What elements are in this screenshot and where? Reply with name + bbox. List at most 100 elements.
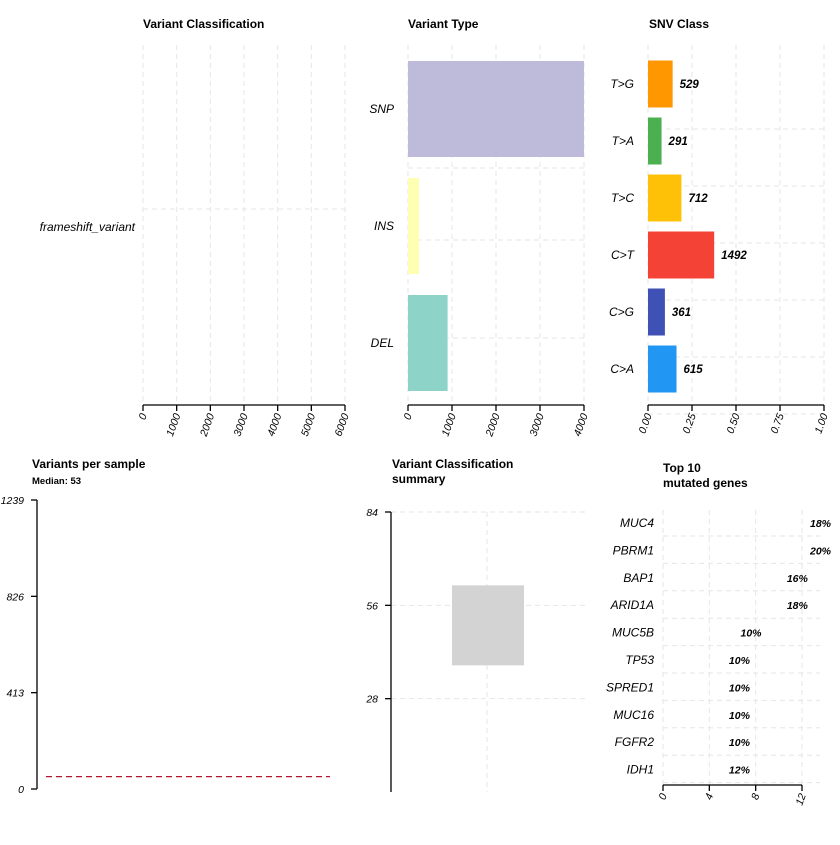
percent-label: 20% xyxy=(809,545,832,557)
x-tick-label: 0.50 xyxy=(725,412,743,435)
gene-label: MUC4 xyxy=(620,516,654,530)
x-tick-label: 1000 xyxy=(164,412,183,438)
x-tick-label: 4000 xyxy=(572,412,591,438)
bar xyxy=(663,706,721,724)
data-label: 361 xyxy=(672,307,691,319)
bar xyxy=(663,761,721,779)
gene-label: MUC5B xyxy=(612,626,654,640)
chart-title: summary xyxy=(392,472,446,486)
bar xyxy=(408,178,419,274)
x-tick-label: 4 xyxy=(703,792,716,802)
category-label: DEL xyxy=(371,336,394,350)
panel-snv-class: SNV Class T>G 529 T>A 291 T>C 712 C>T 1492 C>G 36… xyxy=(609,17,831,435)
gene-label: TP53 xyxy=(625,653,654,667)
percent-label: 18% xyxy=(810,518,832,530)
x-tick-label: 2000 xyxy=(198,412,218,439)
percent-label: 10% xyxy=(729,655,751,667)
bar xyxy=(663,624,733,642)
category-label: T>A xyxy=(612,134,634,148)
data-label: 615 xyxy=(684,364,704,376)
chart-title: Top 10 xyxy=(663,461,701,475)
y-tick-label: 1239 xyxy=(1,495,25,507)
gene-label: ARID1A xyxy=(610,598,654,612)
category-label: C>A xyxy=(610,362,634,376)
chart-subtitle: Median: 53 xyxy=(32,476,81,487)
percent-label: 10% xyxy=(729,737,751,749)
category-label: T>G xyxy=(610,77,634,91)
category-label: C>T xyxy=(611,248,636,262)
x-tick-label: 0 xyxy=(657,792,670,802)
gene-label: SPRED1 xyxy=(606,680,654,694)
chart-title: Variants per sample xyxy=(32,457,146,471)
bar xyxy=(648,231,715,279)
x-tick-label: 1000 xyxy=(440,412,459,438)
data-label: 291 xyxy=(668,136,688,148)
data-label: 1492 xyxy=(721,250,747,262)
x-tick-label: 6000 xyxy=(333,412,352,438)
percent-label: 10% xyxy=(729,710,751,722)
panel-variant-type: Variant Type SNP INS DEL 0 1000 2000 3000 4000 xyxy=(369,17,591,439)
percent-label: 12% xyxy=(729,765,751,777)
bar xyxy=(648,117,662,165)
box xyxy=(452,585,524,666)
category-label: SNP xyxy=(369,102,394,116)
percent-label: 10% xyxy=(729,682,751,694)
bar xyxy=(663,678,721,696)
x-tick-label: 3000 xyxy=(528,412,547,438)
y-tick-label: 84 xyxy=(366,507,378,519)
bar xyxy=(648,288,665,336)
x-tick-label: 2000 xyxy=(483,412,503,439)
percent-label: 18% xyxy=(787,600,809,612)
x-tick-label: 0.00 xyxy=(637,412,655,435)
y-tick-label: 28 xyxy=(365,694,378,706)
bar xyxy=(408,295,448,391)
x-tick-label: 0.25 xyxy=(681,412,699,435)
chart-title: SNV Class xyxy=(649,17,709,31)
category-label: frameshift_variant xyxy=(40,220,136,234)
bar xyxy=(408,61,584,157)
y-tick-label: 826 xyxy=(6,591,24,603)
data-label: 712 xyxy=(688,193,708,205)
bar xyxy=(663,541,802,559)
x-tick-label: 3000 xyxy=(232,412,251,438)
chart-title: Variant Classification xyxy=(143,17,264,31)
x-tick-label: 4000 xyxy=(265,412,284,438)
panel-variants-per-sample: Variants per sample Median: 53 0 413 826 12… xyxy=(1,457,330,796)
bar xyxy=(663,733,721,751)
chart-title: Variant Type xyxy=(408,17,479,31)
data-label: 529 xyxy=(680,79,700,91)
bar xyxy=(663,596,779,614)
gene-label: PBRM1 xyxy=(613,543,654,557)
category-label: C>G xyxy=(609,305,634,319)
chart-title: mutated genes xyxy=(663,476,748,490)
gene-label: IDH1 xyxy=(627,763,654,777)
gene-label: FGFR2 xyxy=(615,735,655,749)
x-tick-label: 12 xyxy=(794,792,809,807)
x-tick-label: 1.00 xyxy=(813,412,831,435)
bar xyxy=(648,345,677,393)
category-label: T>C xyxy=(611,191,634,205)
bar xyxy=(663,514,802,532)
percent-label: 10% xyxy=(741,628,763,640)
bar xyxy=(648,60,673,108)
category-label: INS xyxy=(374,219,394,233)
panel-variant-classification: Variant Classification frameshift_varian… xyxy=(40,17,352,439)
x-tick-label: 0.75 xyxy=(769,412,787,435)
bar xyxy=(663,651,721,669)
x-tick-label: 5000 xyxy=(299,412,318,438)
y-tick-label: 413 xyxy=(6,688,24,700)
bar xyxy=(663,569,779,587)
gene-label: MUC16 xyxy=(613,708,654,722)
y-tick-label: 56 xyxy=(366,600,378,612)
percent-label: 16% xyxy=(787,573,809,585)
x-tick-label: 0 xyxy=(137,412,150,422)
x-tick-label: 0 xyxy=(402,412,415,422)
bar xyxy=(648,174,682,222)
gene-label: BAP1 xyxy=(623,571,654,585)
x-tick-label: 8 xyxy=(749,792,762,802)
y-tick-label: 0 xyxy=(18,784,24,796)
